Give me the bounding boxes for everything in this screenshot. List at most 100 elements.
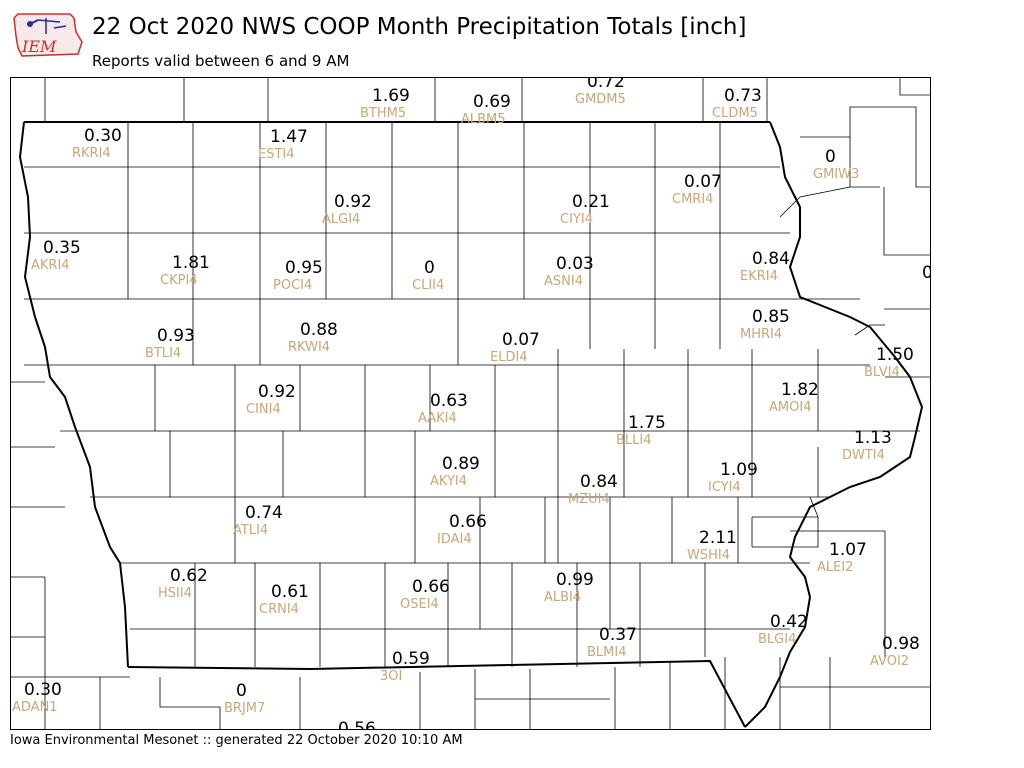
station-id: CIYI4 [560, 212, 593, 227]
station-id: DWTI4 [842, 448, 885, 463]
station-value: 0.84 [752, 249, 790, 269]
station-value: 0.95 [285, 258, 323, 278]
station-id: 3OI [380, 669, 402, 684]
station-id: CKPI4 [160, 273, 198, 288]
station-value: 0.84 [580, 472, 618, 492]
station-value: 0.92 [334, 192, 372, 212]
station-value: 0.88 [300, 320, 338, 340]
iem-logo: IEM [13, 13, 83, 57]
station-id: CLII4 [412, 278, 444, 293]
station-id: BTHM5 [360, 106, 406, 121]
station-id: HSII4 [158, 586, 192, 601]
station-value: 0.72 [587, 77, 625, 92]
station-value: 1.81 [172, 253, 210, 273]
station-value: 0.62 [170, 566, 208, 586]
station-id: ATLI4 [233, 523, 268, 538]
station-id: CMRI4 [672, 192, 713, 207]
station-id: ALGI4 [322, 212, 360, 227]
station-id: BTLI4 [145, 346, 181, 361]
station-id: ALBM5 [461, 112, 506, 127]
station-value: 0.98 [882, 634, 920, 654]
station-id: GMDM5 [575, 92, 626, 107]
station-id: MZUI4 [568, 492, 610, 507]
station-id: ALEI2 [817, 560, 853, 575]
station-id: ICYI4 [708, 480, 741, 495]
station-alam7: 0.56ALAM7 [338, 719, 376, 730]
station-value: 0 [424, 258, 435, 278]
station-value: 0.89 [442, 454, 480, 474]
station-id: ASNI4 [544, 274, 583, 289]
station-id: IDAI4 [437, 532, 472, 547]
station-value: 0.30 [24, 680, 62, 700]
station-value: 0.85 [752, 307, 790, 327]
station-value: 0.07 [684, 172, 722, 192]
station-id: POCI4 [273, 278, 312, 293]
map-title: 22 Oct 2020 NWS COOP Month Precipitation… [92, 14, 747, 40]
station-value: 0.07 [502, 330, 540, 350]
station-value: 0.69 [473, 92, 511, 112]
station-id: BLGI4 [758, 632, 796, 647]
station-value: 0.73 [724, 86, 762, 106]
station-id: AAKI4 [418, 411, 457, 426]
station-value: 2.11 [699, 528, 737, 548]
station-value: 0.30 [84, 126, 122, 146]
station-id: BLLI4 [616, 433, 652, 448]
station-value: 1.13 [854, 428, 892, 448]
map-subtitle: Reports valid between 6 and 9 AM [92, 52, 350, 70]
state-borders [18, 121, 924, 728]
station-value: 1.69 [372, 86, 410, 106]
station-value: 0.93 [157, 326, 195, 346]
station-value: 0 [922, 263, 931, 283]
station-value: 0.37 [599, 625, 637, 645]
station-value: 0.74 [245, 503, 283, 523]
station-id: MHRI4 [740, 327, 782, 342]
station-id: AKYI4 [430, 474, 467, 489]
station-value: 1.82 [781, 380, 819, 400]
station-id: CLDM5 [712, 106, 758, 121]
station-id: EKRI4 [740, 269, 778, 284]
station-value: 1.50 [876, 345, 914, 365]
station-value: 0.66 [412, 577, 450, 597]
station-id: AKRI4 [31, 258, 70, 273]
station-value: 0.56 [338, 719, 376, 730]
station-id: RKRI4 [72, 146, 111, 161]
station-id: WSHI4 [687, 548, 730, 563]
station-id: ESTI4 [258, 147, 295, 162]
county-lines [10, 77, 930, 730]
station-value: 0.99 [556, 570, 594, 590]
